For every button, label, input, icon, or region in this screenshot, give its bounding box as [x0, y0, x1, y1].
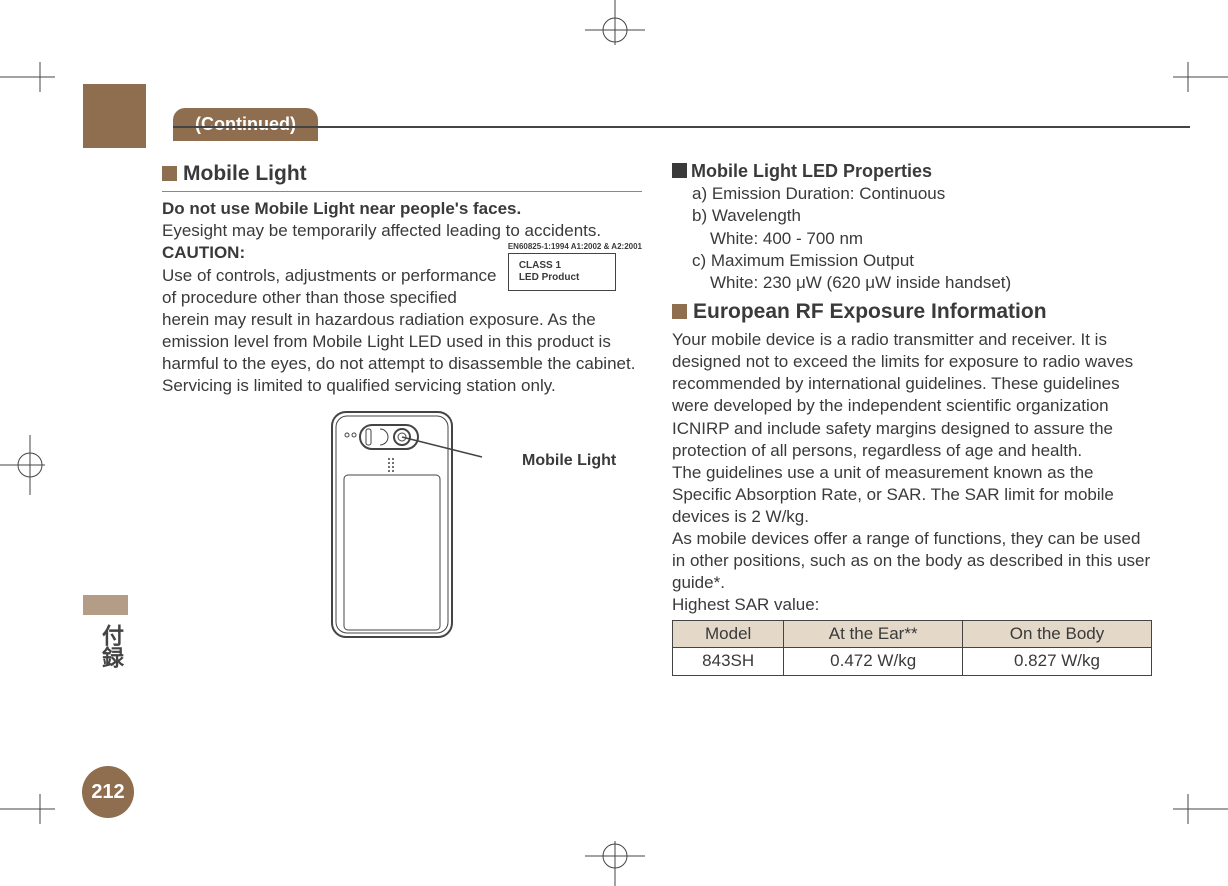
prop-b-detail: White: 400 - 700 nm: [672, 228, 1152, 250]
prop-c: c) Maximum Emission Output: [672, 250, 1152, 272]
square-bullet-icon: [162, 166, 177, 181]
rf-paragraph-1: Your mobile device is a radio transmitte…: [672, 329, 1152, 462]
side-tab-small: [83, 595, 128, 615]
continued-tab: (Continued): [173, 108, 318, 141]
warning-body: Eyesight may be temporarily affected lea…: [162, 220, 642, 242]
led-class-box: EN60825-1:1994 A1:2002 & A2:2001 CLASS 1…: [508, 242, 642, 290]
rf-paragraph-3: As mobile devices offer a range of funct…: [672, 528, 1152, 594]
page-number: 212: [82, 766, 134, 818]
square-bullet-black-icon: [672, 163, 687, 178]
prop-c-detail: White: 230 μW (620 μW inside handset): [672, 272, 1152, 294]
rf-paragraph-4: Highest SAR value:: [672, 594, 1152, 616]
side-tab-square: [83, 84, 146, 148]
led-standard: EN60825-1:1994 A1:2002 & A2:2001: [508, 242, 642, 252]
td-model: 843SH: [673, 648, 784, 675]
led-class-line1: CLASS 1: [519, 260, 605, 272]
th-body: On the Body: [962, 621, 1151, 648]
left-column: Mobile Light Do not use Mobile Light nea…: [162, 160, 642, 676]
led-class-line2: LED Product: [519, 272, 605, 284]
warning-title: Do not use Mobile Light near people's fa…: [162, 198, 642, 220]
appendix-label: 付録: [95, 624, 127, 668]
th-ear: At the Ear**: [784, 621, 963, 648]
led-properties-heading: Mobile Light LED Properties: [672, 160, 1152, 183]
rf-heading: European RF Exposure Information: [672, 298, 1152, 325]
mobile-light-heading: Mobile Light: [162, 160, 642, 187]
table-header-row: Model At the Ear** On the Body: [673, 621, 1152, 648]
phone-label: Mobile Light: [522, 451, 616, 472]
square-bullet-icon: [672, 304, 687, 319]
phone-illustration: Mobile Light: [162, 407, 642, 653]
prop-b: b) Wavelength: [672, 205, 1152, 227]
header-rule: [173, 126, 1190, 128]
td-ear: 0.472 W/kg: [784, 648, 963, 675]
section-rule: [162, 191, 642, 192]
td-body: 0.827 W/kg: [962, 648, 1151, 675]
table-row: 843SH 0.472 W/kg 0.827 W/kg: [673, 648, 1152, 675]
content-area: Mobile Light Do not use Mobile Light nea…: [162, 160, 1152, 676]
right-column: Mobile Light LED Properties a) Emission …: [672, 160, 1152, 676]
th-model: Model: [673, 621, 784, 648]
sar-table: Model At the Ear** On the Body 843SH 0.4…: [672, 620, 1152, 675]
rf-paragraph-2: The guidelines use a unit of measurement…: [672, 462, 1152, 528]
prop-a: a) Emission Duration: Continuous: [672, 183, 1152, 205]
